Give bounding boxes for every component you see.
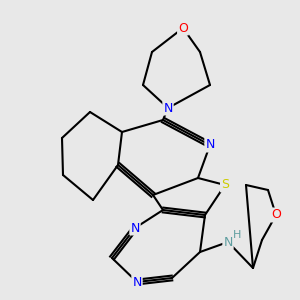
Text: O: O	[271, 208, 281, 221]
Text: N: N	[132, 275, 142, 289]
Text: N: N	[130, 221, 140, 235]
Text: O: O	[178, 22, 188, 34]
Text: N: N	[205, 139, 215, 152]
Text: N: N	[163, 101, 173, 115]
Text: N: N	[223, 236, 233, 248]
Text: H: H	[233, 230, 241, 239]
Text: S: S	[221, 178, 229, 191]
